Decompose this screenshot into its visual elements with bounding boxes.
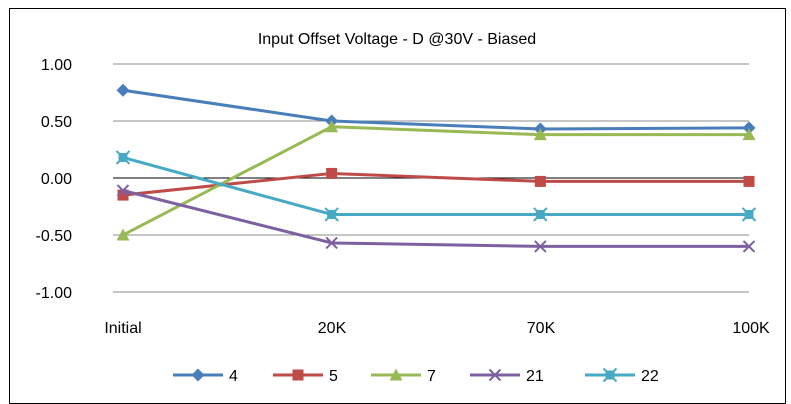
x-tick-label: Initial — [104, 320, 141, 337]
series-5 — [117, 167, 755, 201]
data-point — [325, 120, 339, 133]
grid-lines — [113, 63, 749, 293]
legend-label: 4 — [229, 368, 238, 385]
data-point — [116, 228, 130, 241]
x-tick-label: 70K — [527, 320, 556, 337]
series-4 — [116, 83, 756, 136]
y-tick-label: -0.50 — [36, 228, 73, 245]
legend-marker — [292, 369, 304, 381]
legend-label: 21 — [526, 368, 544, 385]
legend: 4 5 7 21 22 — [173, 367, 659, 385]
data-point — [115, 150, 131, 165]
series-22 — [115, 150, 757, 222]
data-point — [742, 121, 756, 135]
data-point — [534, 240, 547, 253]
x-tick-label: 20K — [318, 320, 347, 337]
legend-label: 7 — [427, 368, 436, 385]
data-point — [116, 184, 130, 197]
y-tick-label: -1.00 — [36, 285, 73, 302]
data-point — [326, 167, 338, 179]
series-line — [122, 125, 749, 237]
series-7 — [116, 120, 756, 241]
y-tick-label: 0.50 — [41, 114, 72, 131]
data-point — [534, 175, 546, 187]
x-axis-ticks: Initial 20K 70K 100K — [104, 320, 770, 337]
legend-marker — [488, 368, 502, 382]
legend-marker — [389, 368, 403, 381]
data-point — [533, 128, 547, 141]
data-point — [741, 207, 757, 222]
series-line — [122, 156, 749, 216]
x-tick-label: 100K — [732, 320, 770, 337]
data-point — [743, 175, 755, 187]
y-tick-label: 0.00 — [41, 171, 72, 188]
legend-item-4: 4 — [173, 368, 238, 385]
data-point — [117, 189, 129, 201]
chart-title: Input Offset Voltage - D @30V - Biased — [258, 31, 536, 48]
chart-frame — [9, 8, 786, 404]
series-21 — [116, 184, 756, 253]
legend-item-7: 7 — [371, 368, 436, 385]
series-line — [122, 171, 749, 197]
data-point — [742, 128, 756, 141]
data-point — [742, 240, 756, 253]
legend-item-21: 21 — [470, 368, 544, 385]
legend-marker — [602, 367, 618, 383]
data-point — [533, 207, 548, 222]
data-point — [116, 83, 130, 97]
legend-item-22: 22 — [585, 367, 659, 385]
series-line — [122, 189, 749, 248]
data-point — [325, 236, 338, 250]
series-line — [122, 88, 750, 131]
series-lines — [115, 83, 757, 253]
y-axis-ticks: 1.00 0.50 0.00 -0.50 -1.00 — [36, 57, 73, 302]
y-tick-label: 1.00 — [41, 57, 72, 74]
legend-marker — [191, 368, 205, 382]
legend-label: 5 — [329, 368, 338, 385]
legend-item-5: 5 — [273, 368, 338, 385]
data-point — [324, 207, 339, 222]
legend-label: 22 — [641, 368, 659, 385]
